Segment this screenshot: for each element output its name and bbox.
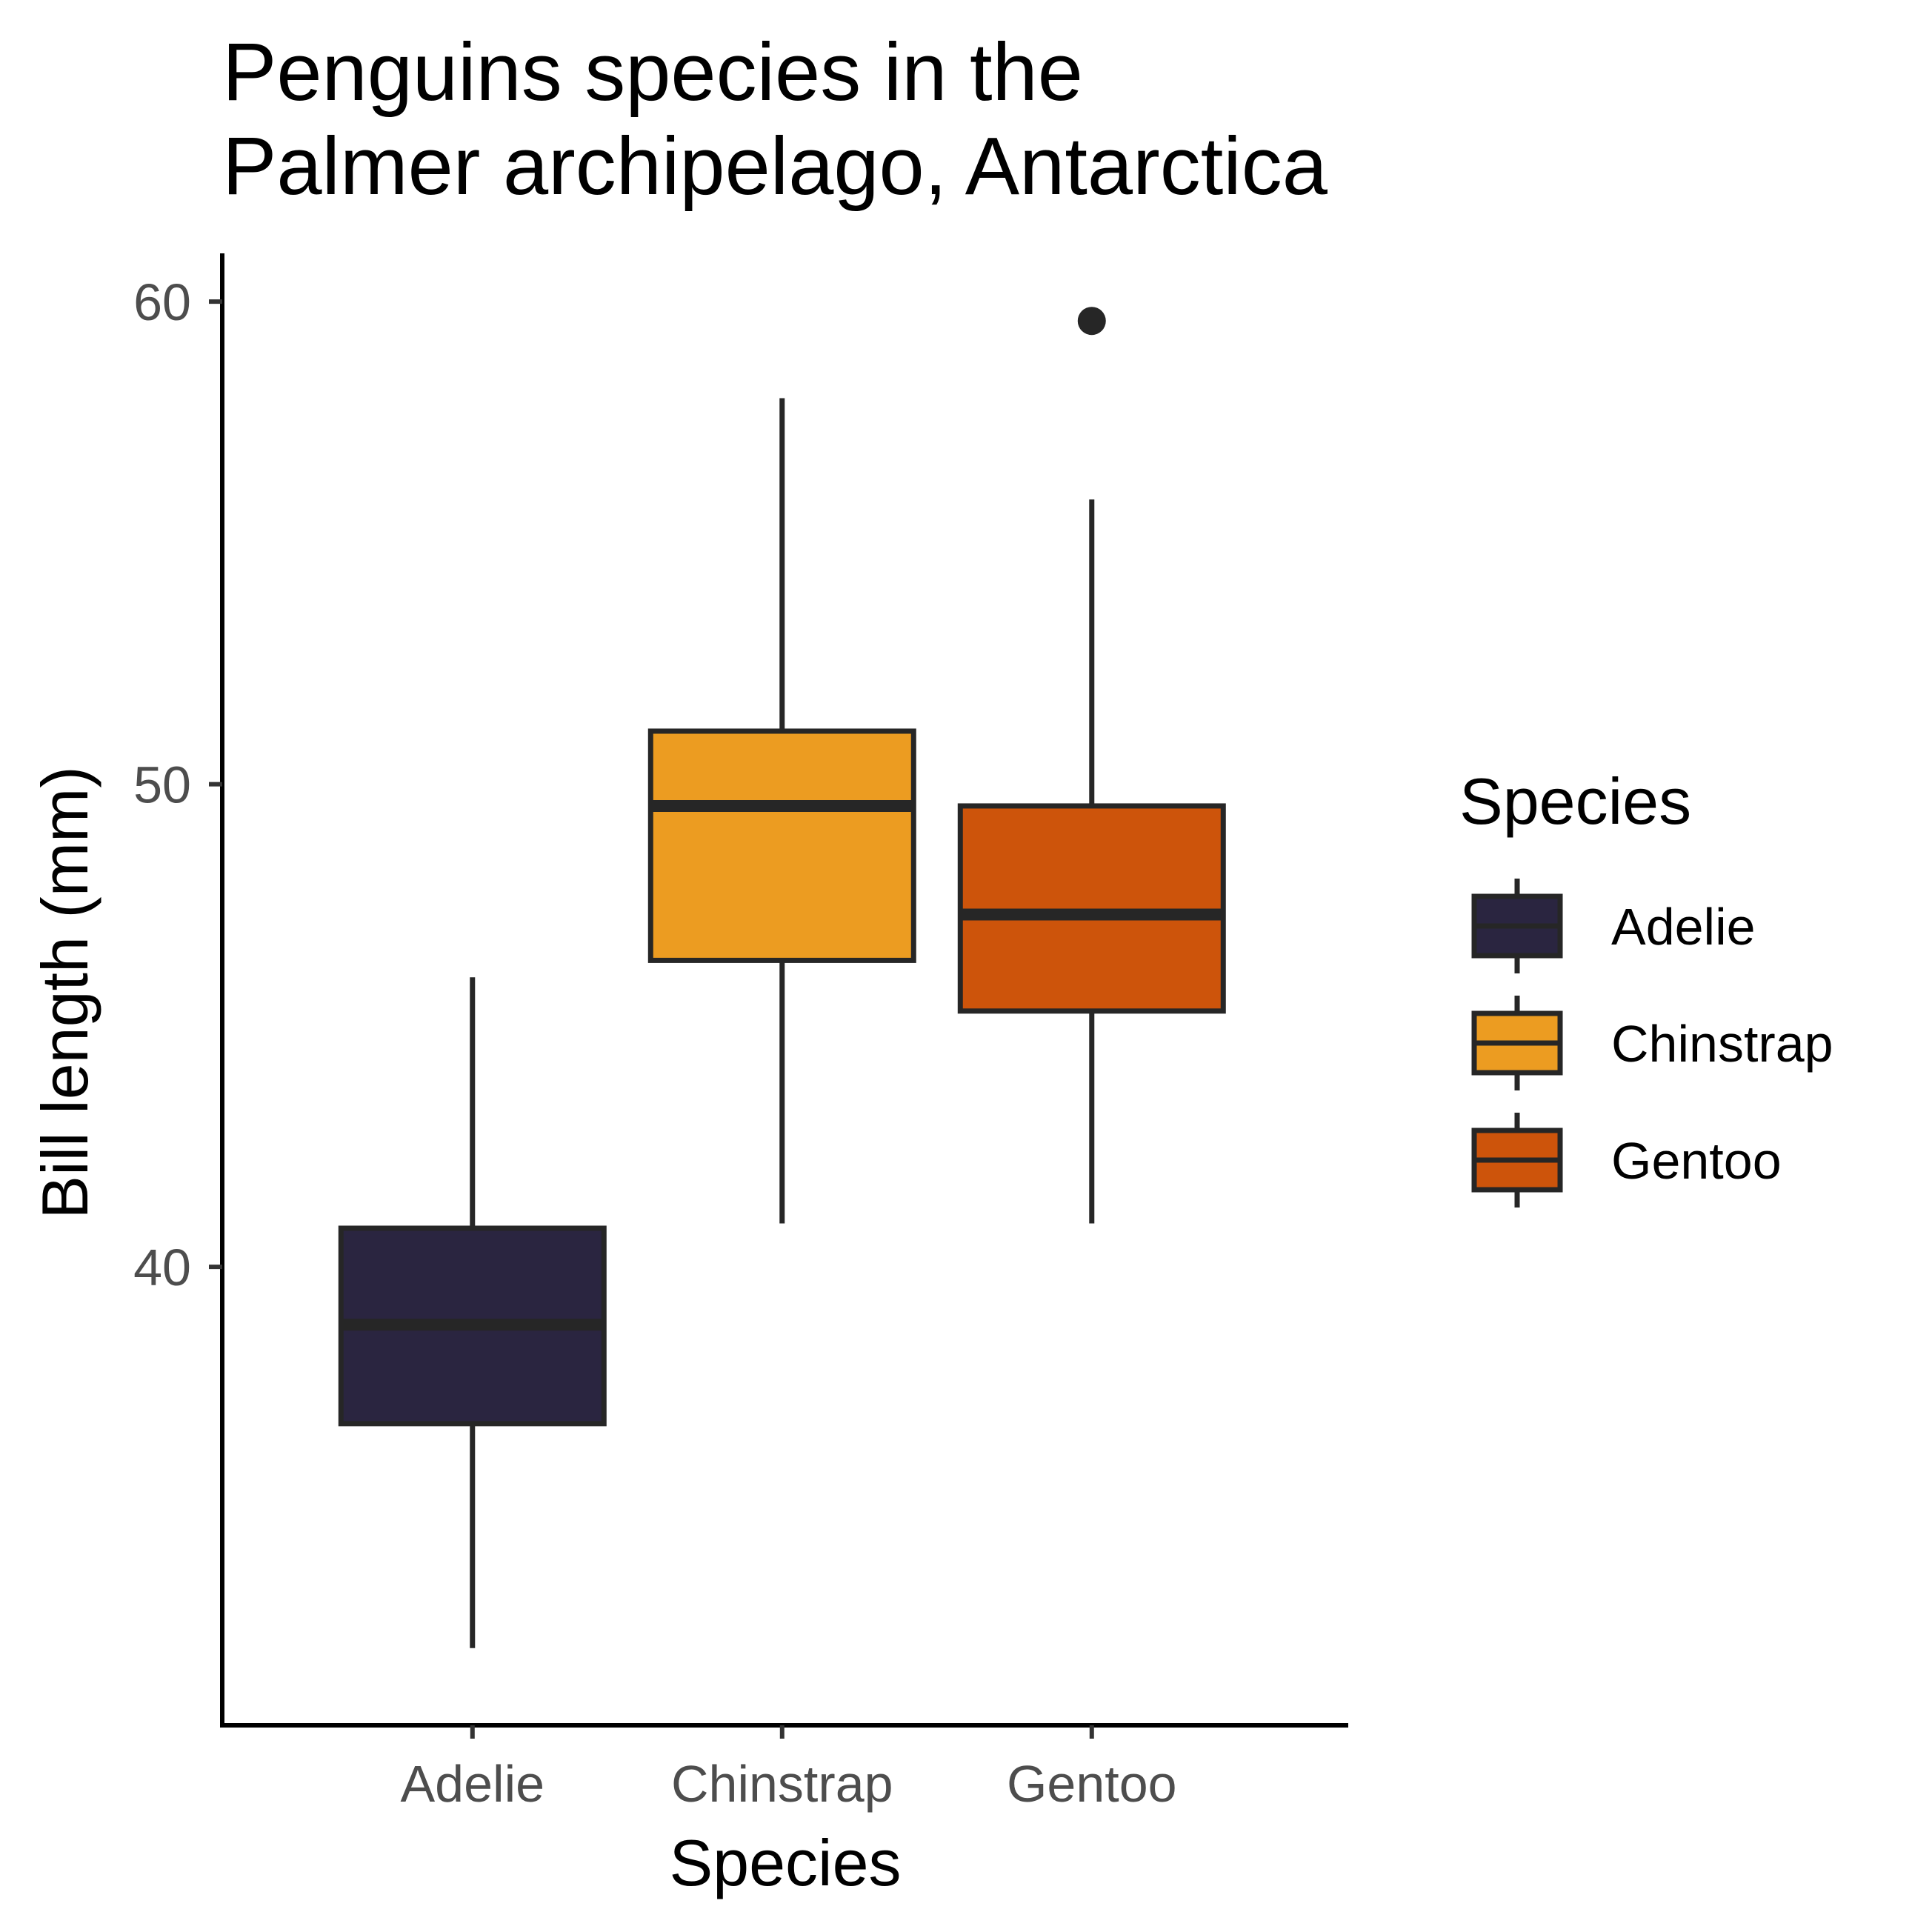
x-tick-label: Adelie	[400, 1755, 544, 1813]
y-axis-ticks: 40 50 60	[133, 273, 222, 1296]
box-chinstrap	[647, 398, 916, 1224]
legend-label: Chinstrap	[1611, 1015, 1833, 1073]
box-gentoo	[957, 499, 1226, 1224]
legend: Species Adelie Chinstrap Gentoo	[1459, 765, 1833, 1208]
legend-label: Gentoo	[1611, 1132, 1782, 1190]
x-tick-label: Gentoo	[1007, 1755, 1177, 1813]
box-body	[957, 803, 1226, 1014]
outlier-point	[1077, 307, 1106, 336]
chart-title-line-1: Penguins species in the	[222, 27, 1083, 118]
legend-label: Adelie	[1611, 898, 1756, 956]
box-body	[647, 728, 916, 963]
legend-item-adelie: Adelie	[1471, 879, 1756, 973]
x-axis-title: Species	[669, 1826, 901, 1899]
x-tick-label: Chinstrap	[671, 1755, 893, 1813]
y-axis-title: Bill length (mm)	[28, 766, 101, 1219]
y-tick-label: 60	[133, 273, 191, 331]
x-axis-ticks: Adelie Chinstrap Gentoo	[400, 1725, 1177, 1813]
y-tick-label: 40	[133, 1239, 191, 1296]
outlier-points	[1077, 307, 1106, 336]
box-plots	[338, 398, 1226, 1648]
legend-item-chinstrap: Chinstrap	[1471, 996, 1833, 1090]
chart-title-line-2: Palmer archipelago, Antarctica	[222, 121, 1328, 212]
legend-items: Adelie Chinstrap Gentoo	[1471, 879, 1833, 1208]
legend-item-gentoo: Gentoo	[1471, 1113, 1782, 1208]
legend-title: Species	[1459, 765, 1691, 838]
chart-title: Penguins species in the Palmer archipela…	[222, 27, 1328, 212]
box-adelie	[338, 977, 607, 1648]
y-tick-label: 50	[133, 756, 191, 814]
